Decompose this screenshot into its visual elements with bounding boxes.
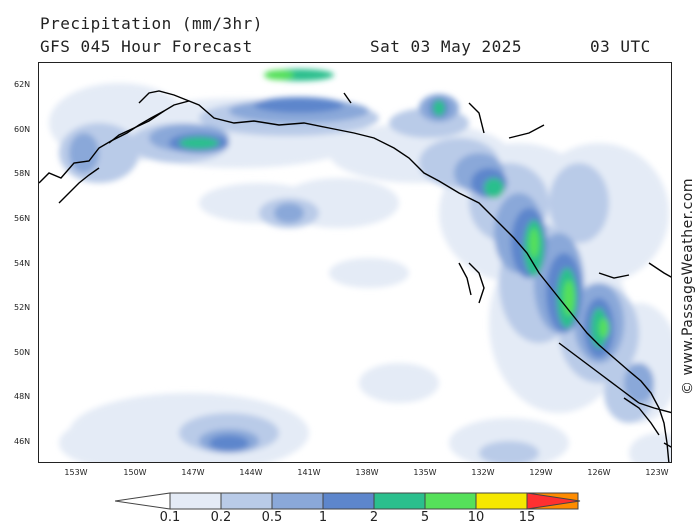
precip-field	[49, 69, 671, 462]
lat-label-62n: 62N	[14, 80, 31, 89]
legend-label-2: 2	[369, 510, 379, 525]
lon-label-129w: 129W	[529, 468, 553, 477]
legend-label-0.1: 0.1	[159, 510, 181, 525]
valid-date: Sat 03 May 2025	[370, 37, 522, 56]
legend-label-10: 10	[467, 510, 485, 525]
precip-legend	[115, 492, 581, 510]
legend-swatch-10	[475, 492, 528, 510]
map-canvas	[39, 69, 671, 462]
legend-label-15: 15	[518, 510, 536, 525]
legend-swatch-gt-15	[526, 492, 581, 510]
lon-label-138w: 138W	[355, 468, 379, 477]
credit-text: © www.PassageWeather.com	[680, 177, 696, 395]
lon-label-153w: 153W	[64, 468, 88, 477]
lon-label-150w: 150W	[123, 468, 147, 477]
lon-label-144w: 144W	[239, 468, 263, 477]
lat-label-48n: 48N	[14, 392, 31, 401]
legend-swatch-lt-0.1	[115, 492, 171, 510]
valid-time: 03 UTC	[590, 37, 651, 56]
lon-label-123w: 123W	[645, 468, 669, 477]
lon-label-132w: 132W	[471, 468, 495, 477]
legend-label-0.2: 0.2	[210, 510, 232, 525]
lon-label-141w: 141W	[297, 468, 321, 477]
legend-swatch-0.5	[271, 492, 324, 510]
lon-label-147w: 147W	[181, 468, 205, 477]
lat-label-54n: 54N	[14, 259, 31, 268]
legend-label-0.5: 0.5	[261, 510, 283, 525]
map-title: Precipitation (mm/3hr)	[40, 14, 263, 33]
lat-label-56n: 56N	[14, 214, 31, 223]
legend-swatch-0.2	[220, 492, 273, 510]
legend-swatch-5	[424, 492, 477, 510]
lat-label-46n: 46N	[14, 437, 31, 446]
coastline	[39, 90, 671, 462]
lat-label-60n: 60N	[14, 125, 31, 134]
legend-label-5: 5	[420, 510, 430, 525]
lat-label-52n: 52N	[14, 303, 31, 312]
legend-label-1: 1	[318, 510, 328, 525]
forecast-subtitle: GFS 045 Hour Forecast	[40, 37, 253, 56]
legend-swatch-1	[322, 492, 375, 510]
precipitation-map	[38, 62, 672, 463]
legend-swatch-2	[373, 492, 426, 510]
legend-swatch-0.1	[169, 492, 222, 510]
lat-label-50n: 50N	[14, 348, 31, 357]
lon-label-135w: 135W	[413, 468, 437, 477]
lon-label-126w: 126W	[587, 468, 611, 477]
lat-label-58n: 58N	[14, 169, 31, 178]
